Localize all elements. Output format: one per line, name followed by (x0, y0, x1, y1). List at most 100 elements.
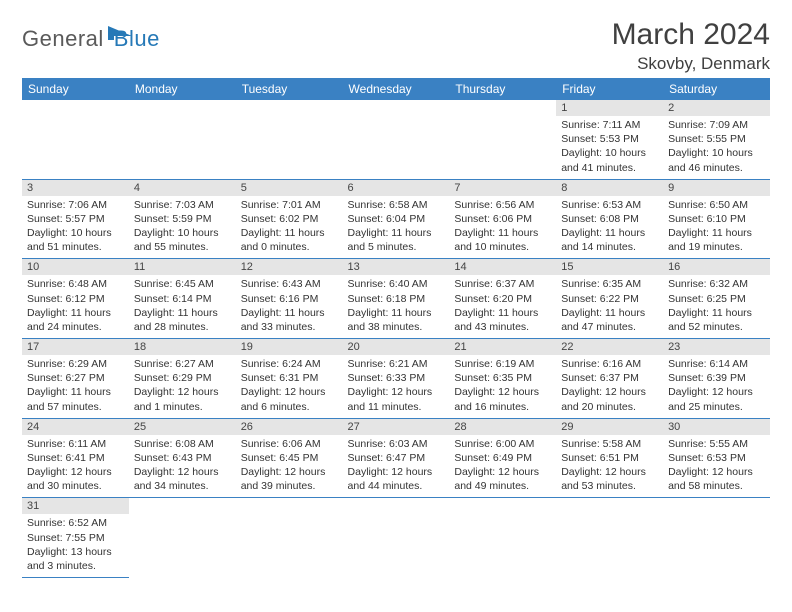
calendar-day: 9Sunrise: 6:50 AMSunset: 6:10 PMDaylight… (663, 179, 770, 259)
day-number: 22 (556, 339, 663, 355)
location: Skovby, Denmark (612, 54, 770, 74)
calendar-day: 20Sunrise: 6:21 AMSunset: 6:33 PMDayligh… (343, 339, 450, 419)
day-details: Sunrise: 5:55 AMSunset: 6:53 PMDaylight:… (663, 435, 770, 498)
weekday-header: Wednesday (343, 78, 450, 100)
day-number: 17 (22, 339, 129, 355)
day-number: 13 (343, 259, 450, 275)
day-number: 2 (663, 100, 770, 116)
day-details: Sunrise: 6:37 AMSunset: 6:20 PMDaylight:… (449, 275, 556, 338)
day-number: 28 (449, 419, 556, 435)
day-details: Sunrise: 7:11 AMSunset: 5:53 PMDaylight:… (556, 116, 663, 179)
day-details: Sunrise: 7:09 AMSunset: 5:55 PMDaylight:… (663, 116, 770, 179)
day-number: 6 (343, 180, 450, 196)
day-details: Sunrise: 6:08 AMSunset: 6:43 PMDaylight:… (129, 435, 236, 498)
day-details: Sunrise: 6:35 AMSunset: 6:22 PMDaylight:… (556, 275, 663, 338)
day-number: 10 (22, 259, 129, 275)
calendar-day: 4Sunrise: 7:03 AMSunset: 5:59 PMDaylight… (129, 179, 236, 259)
calendar-empty-cell (129, 498, 236, 578)
calendar-day: 27Sunrise: 6:03 AMSunset: 6:47 PMDayligh… (343, 418, 450, 498)
calendar-day: 18Sunrise: 6:27 AMSunset: 6:29 PMDayligh… (129, 339, 236, 419)
day-number: 29 (556, 419, 663, 435)
day-number: 5 (236, 180, 343, 196)
calendar-empty-cell (449, 498, 556, 578)
weekday-header: Tuesday (236, 78, 343, 100)
day-details: Sunrise: 6:52 AMSunset: 7:55 PMDaylight:… (22, 514, 129, 577)
day-number: 25 (129, 419, 236, 435)
calendar-empty-cell (236, 100, 343, 179)
calendar-day: 26Sunrise: 6:06 AMSunset: 6:45 PMDayligh… (236, 418, 343, 498)
weekday-header: Monday (129, 78, 236, 100)
day-details: Sunrise: 6:50 AMSunset: 6:10 PMDaylight:… (663, 196, 770, 259)
day-details: Sunrise: 6:16 AMSunset: 6:37 PMDaylight:… (556, 355, 663, 418)
calendar-day: 23Sunrise: 6:14 AMSunset: 6:39 PMDayligh… (663, 339, 770, 419)
day-details: Sunrise: 6:45 AMSunset: 6:14 PMDaylight:… (129, 275, 236, 338)
day-number: 18 (129, 339, 236, 355)
calendar-day: 16Sunrise: 6:32 AMSunset: 6:25 PMDayligh… (663, 259, 770, 339)
day-details: Sunrise: 6:48 AMSunset: 6:12 PMDaylight:… (22, 275, 129, 338)
day-details: Sunrise: 6:24 AMSunset: 6:31 PMDaylight:… (236, 355, 343, 418)
weekday-header: Thursday (449, 78, 556, 100)
calendar-day: 14Sunrise: 6:37 AMSunset: 6:20 PMDayligh… (449, 259, 556, 339)
calendar-empty-cell (663, 498, 770, 578)
calendar-day: 1Sunrise: 7:11 AMSunset: 5:53 PMDaylight… (556, 100, 663, 179)
calendar-day: 12Sunrise: 6:43 AMSunset: 6:16 PMDayligh… (236, 259, 343, 339)
calendar-day: 21Sunrise: 6:19 AMSunset: 6:35 PMDayligh… (449, 339, 556, 419)
calendar-day: 13Sunrise: 6:40 AMSunset: 6:18 PMDayligh… (343, 259, 450, 339)
day-number: 11 (129, 259, 236, 275)
day-number: 24 (22, 419, 129, 435)
weekday-header: Sunday (22, 78, 129, 100)
calendar-day: 28Sunrise: 6:00 AMSunset: 6:49 PMDayligh… (449, 418, 556, 498)
calendar-day: 8Sunrise: 6:53 AMSunset: 6:08 PMDaylight… (556, 179, 663, 259)
day-number: 30 (663, 419, 770, 435)
calendar-day: 7Sunrise: 6:56 AMSunset: 6:06 PMDaylight… (449, 179, 556, 259)
calendar-day: 11Sunrise: 6:45 AMSunset: 6:14 PMDayligh… (129, 259, 236, 339)
day-details: Sunrise: 6:32 AMSunset: 6:25 PMDaylight:… (663, 275, 770, 338)
calendar-day: 24Sunrise: 6:11 AMSunset: 6:41 PMDayligh… (22, 418, 129, 498)
day-details: Sunrise: 6:00 AMSunset: 6:49 PMDaylight:… (449, 435, 556, 498)
calendar-day: 19Sunrise: 6:24 AMSunset: 6:31 PMDayligh… (236, 339, 343, 419)
day-details: Sunrise: 7:01 AMSunset: 6:02 PMDaylight:… (236, 196, 343, 259)
day-details: Sunrise: 6:06 AMSunset: 6:45 PMDaylight:… (236, 435, 343, 498)
calendar-empty-cell (22, 100, 129, 179)
weekday-header: Friday (556, 78, 663, 100)
calendar-day: 15Sunrise: 6:35 AMSunset: 6:22 PMDayligh… (556, 259, 663, 339)
calendar-day: 25Sunrise: 6:08 AMSunset: 6:43 PMDayligh… (129, 418, 236, 498)
day-details: Sunrise: 6:53 AMSunset: 6:08 PMDaylight:… (556, 196, 663, 259)
brand-part1: General (22, 26, 104, 52)
calendar-empty-cell (129, 100, 236, 179)
calendar-day: 6Sunrise: 6:58 AMSunset: 6:04 PMDaylight… (343, 179, 450, 259)
calendar-day: 3Sunrise: 7:06 AMSunset: 5:57 PMDaylight… (22, 179, 129, 259)
month-title: March 2024 (612, 18, 770, 52)
weekday-header: Saturday (663, 78, 770, 100)
calendar-day: 2Sunrise: 7:09 AMSunset: 5:55 PMDaylight… (663, 100, 770, 179)
day-details: Sunrise: 6:43 AMSunset: 6:16 PMDaylight:… (236, 275, 343, 338)
brand-part2: Blue (114, 26, 160, 52)
day-details: Sunrise: 7:06 AMSunset: 5:57 PMDaylight:… (22, 196, 129, 259)
calendar-empty-cell (343, 100, 450, 179)
day-number: 16 (663, 259, 770, 275)
day-details: Sunrise: 6:19 AMSunset: 6:35 PMDaylight:… (449, 355, 556, 418)
calendar-day: 31Sunrise: 6:52 AMSunset: 7:55 PMDayligh… (22, 498, 129, 578)
day-details: Sunrise: 6:27 AMSunset: 6:29 PMDaylight:… (129, 355, 236, 418)
day-number: 7 (449, 180, 556, 196)
day-number: 14 (449, 259, 556, 275)
calendar-grid: SundayMondayTuesdayWednesdayThursdayFrid… (22, 78, 770, 578)
day-details: Sunrise: 6:03 AMSunset: 6:47 PMDaylight:… (343, 435, 450, 498)
day-number: 27 (343, 419, 450, 435)
calendar-empty-cell (343, 498, 450, 578)
calendar-day: 29Sunrise: 5:58 AMSunset: 6:51 PMDayligh… (556, 418, 663, 498)
day-details: Sunrise: 6:40 AMSunset: 6:18 PMDaylight:… (343, 275, 450, 338)
day-details: Sunrise: 6:21 AMSunset: 6:33 PMDaylight:… (343, 355, 450, 418)
day-details: Sunrise: 6:58 AMSunset: 6:04 PMDaylight:… (343, 196, 450, 259)
day-number: 3 (22, 180, 129, 196)
day-details: Sunrise: 7:03 AMSunset: 5:59 PMDaylight:… (129, 196, 236, 259)
day-number: 21 (449, 339, 556, 355)
day-details: Sunrise: 6:56 AMSunset: 6:06 PMDaylight:… (449, 196, 556, 259)
calendar-empty-cell (236, 498, 343, 578)
brand-logo: General Blue (22, 24, 160, 53)
day-details: Sunrise: 5:58 AMSunset: 6:51 PMDaylight:… (556, 435, 663, 498)
day-number: 19 (236, 339, 343, 355)
calendar-day: 30Sunrise: 5:55 AMSunset: 6:53 PMDayligh… (663, 418, 770, 498)
calendar-day: 22Sunrise: 6:16 AMSunset: 6:37 PMDayligh… (556, 339, 663, 419)
day-number: 12 (236, 259, 343, 275)
